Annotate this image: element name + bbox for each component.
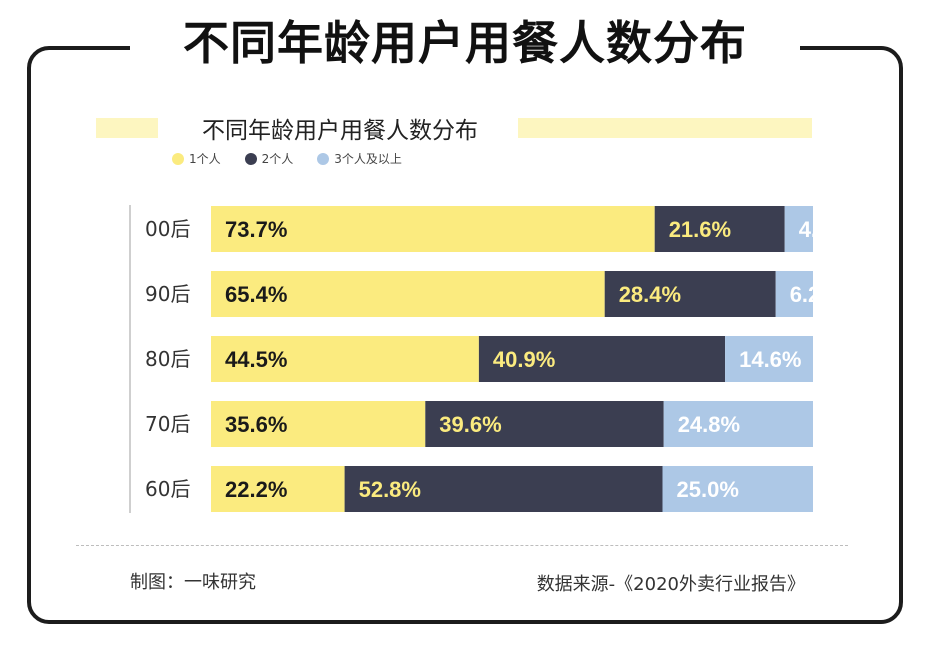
data-label-1: 35.6% bbox=[225, 412, 287, 437]
data-label-3: 24.8% bbox=[678, 412, 740, 437]
data-label-3: 25.0% bbox=[677, 477, 739, 502]
category-label: 60后 bbox=[145, 477, 190, 501]
category-label: 80后 bbox=[145, 347, 190, 371]
legend-swatch-2 bbox=[244, 152, 257, 165]
footer-divider bbox=[76, 545, 848, 546]
chart-title: 不同年龄用户用餐人数分布 bbox=[165, 110, 515, 146]
legend-item-2: 2个人 bbox=[244, 150, 294, 167]
category-label: 90后 bbox=[145, 282, 190, 306]
data-label-2: 39.6% bbox=[439, 412, 501, 437]
data-label-2: 40.9% bbox=[493, 347, 555, 372]
legend-swatch-1 bbox=[172, 152, 184, 165]
title-highlight-right bbox=[518, 118, 812, 138]
data-label-3: 4.7% bbox=[799, 217, 849, 242]
bar-segment-2 bbox=[654, 206, 785, 252]
legend-swatch-3 bbox=[317, 152, 330, 165]
bar-segment-3 bbox=[725, 336, 813, 382]
bar-segment-3 bbox=[662, 466, 813, 512]
bar-segment-2 bbox=[344, 466, 663, 512]
bar-segment-1 bbox=[211, 206, 655, 252]
legend-label-3: 3个人及以上 bbox=[334, 152, 402, 166]
data-source: 数据来源-《2020外卖行业报告》 bbox=[536, 574, 805, 595]
data-label-1: 44.5% bbox=[225, 347, 287, 372]
page-title: 不同年龄用户用餐人数分布 bbox=[130, 5, 800, 75]
bar-segment-1 bbox=[211, 466, 345, 512]
chart-credit: 制图：一味研究 bbox=[130, 572, 256, 593]
title-highlight-left bbox=[96, 118, 158, 138]
data-label-2: 21.6% bbox=[669, 217, 731, 242]
bar-segment-3 bbox=[784, 206, 813, 252]
bar-segment-3 bbox=[663, 401, 813, 447]
bar-segment-1 bbox=[211, 401, 426, 447]
chart-legend: 1个人 2个人 3个人及以上 bbox=[172, 150, 402, 167]
data-label-1: 22.2% bbox=[225, 477, 287, 502]
legend-item-3: 3个人及以上 bbox=[317, 150, 402, 167]
bar-segment-2 bbox=[604, 271, 776, 317]
data-label-2: 52.8% bbox=[359, 477, 421, 502]
legend-label-2: 2个人 bbox=[261, 152, 294, 166]
bar-segment-1 bbox=[211, 336, 479, 382]
category-label: 70后 bbox=[145, 412, 190, 436]
bar-segment-1 bbox=[211, 271, 605, 317]
data-label-3: 6.2% bbox=[790, 282, 840, 307]
legend-item-1: 1个人 bbox=[172, 150, 221, 167]
bar-segment-2 bbox=[425, 401, 664, 447]
legend-label-1: 1个人 bbox=[189, 152, 221, 166]
data-label-1: 73.7% bbox=[225, 217, 287, 242]
category-label: 00后 bbox=[145, 217, 190, 241]
data-label-2: 28.4% bbox=[619, 282, 681, 307]
bar-segment-2 bbox=[478, 336, 726, 382]
bar-segment-3 bbox=[775, 271, 813, 317]
data-label-1: 65.4% bbox=[225, 282, 287, 307]
data-label-3: 14.6% bbox=[739, 347, 801, 372]
